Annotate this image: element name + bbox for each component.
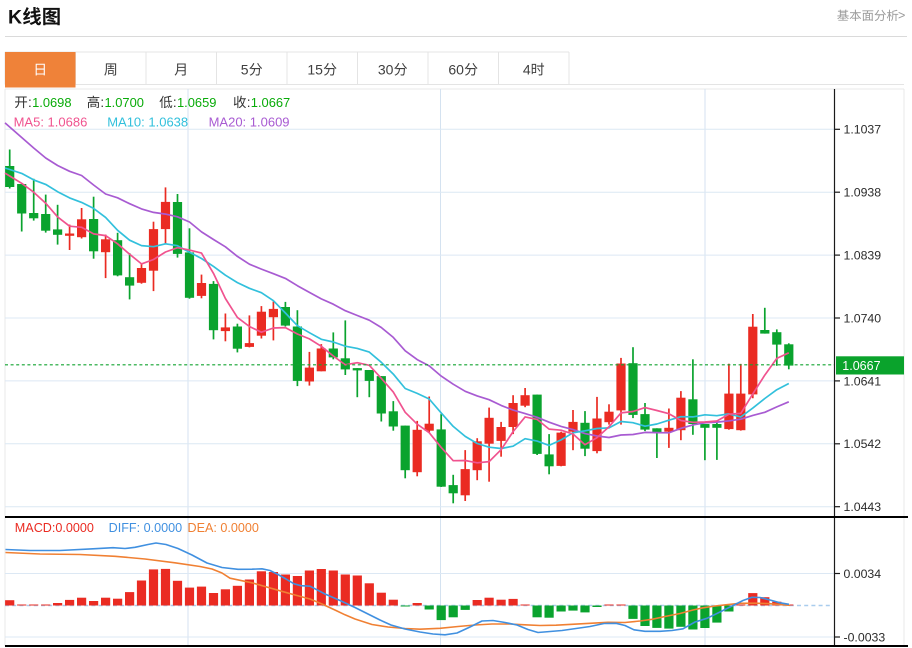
- svg-text:1.0667: 1.0667: [251, 95, 290, 110]
- svg-text:15: 15: [307, 62, 323, 78]
- svg-text:MACD:0.0000: MACD:0.0000: [15, 521, 94, 535]
- svg-text:0.0034: 0.0034: [844, 567, 882, 581]
- svg-text:DEA: 0.0000: DEA: 0.0000: [188, 521, 259, 535]
- svg-text:1.0641: 1.0641: [844, 374, 882, 388]
- svg-text:1.0698: 1.0698: [32, 95, 71, 110]
- svg-text:MA5: 1.0686: MA5: 1.0686: [14, 115, 88, 130]
- svg-text:1.0659: 1.0659: [177, 95, 216, 110]
- svg-text:1.0839: 1.0839: [844, 249, 882, 263]
- svg-text:MA20: 1.0609: MA20: 1.0609: [209, 115, 290, 130]
- svg-text:1.0700: 1.0700: [105, 95, 144, 110]
- svg-text::: :: [28, 95, 32, 110]
- svg-text:1.0667: 1.0667: [842, 359, 880, 373]
- svg-text:1.0542: 1.0542: [844, 437, 882, 451]
- svg-text::: :: [173, 95, 177, 110]
- svg-text:>: >: [898, 9, 905, 23]
- svg-text:60: 60: [448, 62, 464, 78]
- svg-text:30: 30: [378, 62, 394, 78]
- svg-text:DIFF: 0.0000: DIFF: 0.0000: [109, 521, 183, 535]
- svg-text:-0.0033: -0.0033: [844, 630, 886, 644]
- svg-text:4: 4: [523, 62, 531, 78]
- svg-text:K: K: [8, 7, 22, 29]
- svg-text:1.0740: 1.0740: [844, 311, 882, 325]
- svg-text:1.0443: 1.0443: [844, 500, 882, 514]
- svg-text:1.0938: 1.0938: [844, 186, 882, 200]
- svg-text:1.1037: 1.1037: [844, 123, 882, 137]
- svg-text:5: 5: [241, 62, 249, 78]
- svg-text::: :: [100, 95, 104, 110]
- svg-text:MA10: 1.0638: MA10: 1.0638: [107, 115, 188, 130]
- svg-text::: :: [247, 95, 251, 110]
